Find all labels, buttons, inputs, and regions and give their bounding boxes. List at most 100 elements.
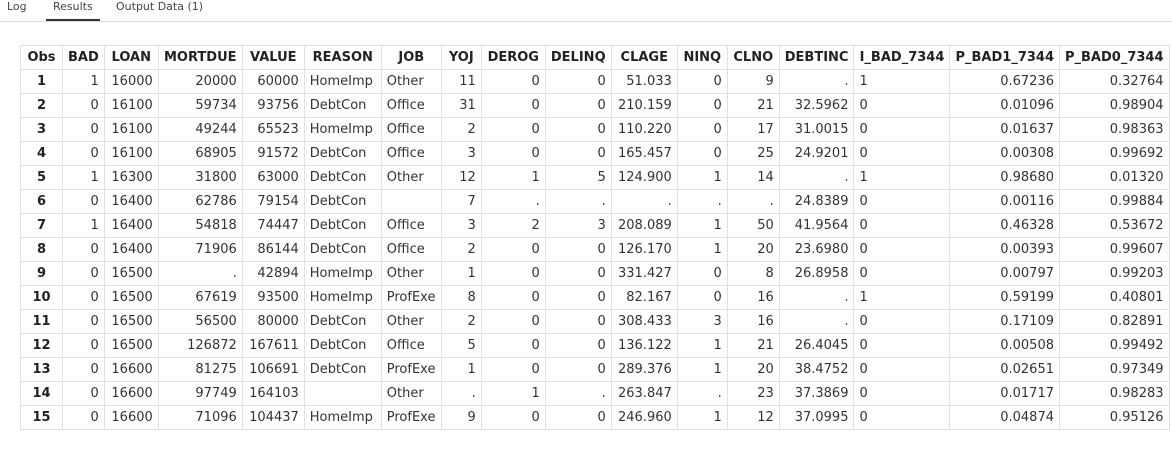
table-cell: Other bbox=[380, 69, 442, 94]
table-cell: ProfExe bbox=[380, 357, 442, 382]
table-cell: 0 bbox=[853, 309, 951, 334]
table-cell: 0 bbox=[62, 189, 105, 214]
table-cell: 0 bbox=[853, 261, 951, 286]
table-cell: 14 bbox=[726, 165, 780, 190]
table-cell: 0 bbox=[853, 405, 951, 430]
table-cell: 0 bbox=[853, 141, 951, 166]
column-header: DEBTINC bbox=[778, 45, 855, 70]
table-cell: 0 bbox=[853, 237, 951, 262]
table-cell: 17 bbox=[726, 117, 780, 142]
table-cell: DebtCon bbox=[303, 165, 382, 190]
table-cell: 16000 bbox=[103, 69, 159, 94]
table-cell: 0 bbox=[62, 309, 105, 334]
table-cell: 82.167 bbox=[610, 285, 678, 310]
tab[interactable]: Log bbox=[7, 0, 27, 13]
table-cell: DebtCon bbox=[303, 213, 382, 238]
table-cell: 16100 bbox=[103, 93, 159, 118]
table-cell: 16500 bbox=[103, 309, 159, 334]
table-cell: 20000 bbox=[157, 69, 243, 94]
table-cell: 79154 bbox=[241, 189, 305, 214]
table-cell: 0.01637 bbox=[949, 117, 1060, 142]
table-row: 15 0 16600 71096 104437 HomeImp ProfExe 9 0 0 246.… bbox=[20, 405, 1170, 430]
table-cell: 0 bbox=[62, 141, 105, 166]
table-cell: 62786 bbox=[157, 189, 243, 214]
table-cell: 0.02651 bbox=[949, 357, 1060, 382]
table-cell: 16100 bbox=[103, 141, 159, 166]
table-cell: 0 bbox=[544, 405, 612, 430]
tab[interactable]: Output Data (1) bbox=[116, 0, 204, 13]
column-header: REASON bbox=[303, 45, 382, 70]
table-cell: . bbox=[676, 381, 728, 406]
table-cell: 74447 bbox=[241, 213, 305, 238]
results-table: Obs BAD LOAN MORTDUE VALUE REASON JOB YOJ DEROG D… bbox=[20, 45, 1170, 430]
table-cell: 81275 bbox=[157, 357, 243, 382]
table-cell: 0 bbox=[480, 309, 546, 334]
table-cell: 2 bbox=[480, 213, 546, 238]
column-header: CLNO bbox=[726, 45, 780, 70]
table-cell: 1 bbox=[480, 381, 546, 406]
table-cell: 68905 bbox=[157, 141, 243, 166]
table-cell: DebtCon bbox=[303, 93, 382, 118]
table-cell: Office bbox=[380, 141, 442, 166]
table-cell: 97749 bbox=[157, 381, 243, 406]
table-row: 4 0 16100 68905 91572 DebtCon Office 3 0 0 165.457… bbox=[20, 141, 1170, 166]
table-cell: 63000 bbox=[241, 165, 305, 190]
table-cell: 0.99884 bbox=[1059, 189, 1170, 214]
table-cell: 0 bbox=[480, 93, 546, 118]
table-cell: 8 bbox=[440, 285, 482, 310]
table-cell: 0 bbox=[480, 357, 546, 382]
row-number: 14 bbox=[20, 381, 63, 406]
table-cell: 0 bbox=[676, 69, 728, 94]
table-cell: 0.00308 bbox=[949, 141, 1060, 166]
table-cell: 0 bbox=[62, 405, 105, 430]
tab-bar: Log Results Output Data (1) bbox=[0, 0, 1172, 22]
table-cell: 3 bbox=[440, 141, 482, 166]
table-cell: DebtCon bbox=[303, 309, 382, 334]
table-cell: 26.8958 bbox=[778, 261, 855, 286]
table-cell: 0.99607 bbox=[1059, 237, 1170, 262]
table-cell: 0.98680 bbox=[949, 165, 1060, 190]
table-cell: 0.98904 bbox=[1059, 93, 1170, 118]
table-cell: 0 bbox=[853, 381, 951, 406]
table-cell: Office bbox=[380, 237, 442, 262]
table-cell: 0.82891 bbox=[1059, 309, 1170, 334]
table-cell: Other bbox=[380, 381, 442, 406]
table-cell: Office bbox=[380, 117, 442, 142]
table-cell: 51.033 bbox=[610, 69, 678, 94]
table-cell: ProfExe bbox=[380, 405, 442, 430]
table-cell: 0 bbox=[853, 333, 951, 358]
table-cell: HomeImp bbox=[303, 285, 382, 310]
table-cell: Other bbox=[380, 261, 442, 286]
table-cell: . bbox=[778, 285, 855, 310]
table-cell: 23.6980 bbox=[778, 237, 855, 262]
table-cell: 0.46328 bbox=[949, 213, 1060, 238]
row-number: 10 bbox=[20, 285, 63, 310]
row-number: 11 bbox=[20, 309, 63, 334]
table-cell: 0 bbox=[853, 357, 951, 382]
table-cell: HomeImp bbox=[303, 117, 382, 142]
column-header: DELINQ bbox=[544, 45, 612, 70]
table-cell: . bbox=[778, 69, 855, 94]
table-cell: 21 bbox=[726, 333, 780, 358]
column-header: P_BAD1_7344 bbox=[949, 45, 1060, 70]
table-cell: 0.98363 bbox=[1059, 117, 1170, 142]
row-number: 4 bbox=[20, 141, 63, 166]
tab-active[interactable]: Results bbox=[46, 0, 100, 21]
table-cell: 0 bbox=[480, 333, 546, 358]
table-cell: HomeImp bbox=[303, 261, 382, 286]
table-cell: 0 bbox=[544, 93, 612, 118]
table-cell: 5 bbox=[544, 165, 612, 190]
table-cell: 0.01717 bbox=[949, 381, 1060, 406]
table-cell: 0 bbox=[480, 117, 546, 142]
column-header: P_BAD0_7344 bbox=[1059, 45, 1170, 70]
table-row: 5 1 16300 31800 63000 DebtCon Other 12 1 5 124.900… bbox=[20, 165, 1170, 190]
column-header: JOB bbox=[380, 45, 442, 70]
table-cell: 2 bbox=[440, 117, 482, 142]
table-row: 8 0 16400 71906 86144 DebtCon Office 2 0 0 126.170… bbox=[20, 237, 1170, 262]
table-cell: 165.457 bbox=[610, 141, 678, 166]
table-cell: Other bbox=[380, 309, 442, 334]
table-cell: 25 bbox=[726, 141, 780, 166]
table-row: 9 0 16500. 42894 HomeImp Other 1 0 0 331.427 0 8 26.… bbox=[20, 261, 1170, 286]
table-cell: 71906 bbox=[157, 237, 243, 262]
table-cell: 1 bbox=[676, 405, 728, 430]
